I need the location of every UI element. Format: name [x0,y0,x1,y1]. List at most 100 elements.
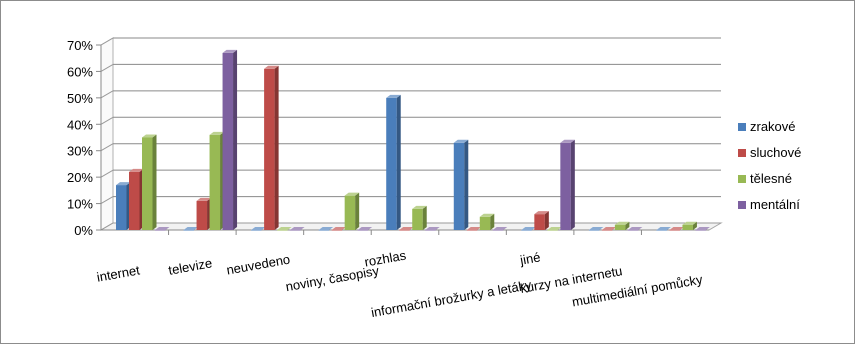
x-category-label: jiné [518,249,542,267]
gridline-diag [100,143,114,152]
legend-swatch [738,149,746,157]
gridline-diag [100,37,114,46]
bar [318,230,330,231]
x-category-label: informační brožurky a letáky [370,277,533,320]
bar-side [625,221,630,230]
bar-top [560,139,575,143]
bar-top [251,227,266,230]
bar-top [386,94,401,98]
bar-top [344,192,360,196]
bar [386,97,397,230]
bar-top [264,65,279,69]
bar-side [570,139,575,230]
bar [251,230,262,231]
gridline-diag [100,116,114,125]
bar [412,208,423,230]
bar [466,230,478,231]
bar [277,230,288,231]
bar [547,230,558,231]
bar-side [233,49,238,230]
y-tick-label: 0% [74,223,93,238]
bar [222,52,234,230]
bar-top [183,227,199,230]
bar-top [669,227,684,230]
bar [601,230,613,231]
y-tick-label: 10% [67,197,93,212]
bar-top [222,49,238,53]
bar-top [290,227,305,230]
bar-top [399,227,414,230]
bar-top [453,139,469,143]
x-category-label: neuvedeno [225,252,291,278]
bar-top [492,227,508,230]
bar [627,230,639,231]
legend-swatch [738,201,746,209]
y-tick-label: 30% [67,144,93,159]
bar [656,230,667,231]
bar [183,230,195,231]
bar [614,224,626,230]
x-category-label: internet [96,262,142,284]
bar-top [656,227,671,230]
bar [331,230,343,231]
bar-top [588,227,604,230]
legend-label: tělesné [750,171,792,186]
bar-side [152,134,157,230]
bar [521,230,532,231]
legend-label: mentální [750,197,800,212]
bar [588,230,600,231]
bar [129,171,140,230]
gridline-diag [100,222,114,231]
bar [425,230,436,231]
bar-top [357,227,373,230]
gridline-diag [100,196,114,205]
bar-top [331,227,347,230]
gridline-diag [100,90,114,99]
bar [290,230,301,231]
bar-top [479,213,495,217]
bar-top [196,197,212,201]
legend-label: zrakové [750,119,796,134]
y-tick-label: 50% [67,91,93,106]
bar-top [129,168,144,172]
legend-swatch [738,123,746,131]
bar-top [534,211,549,215]
bar [209,134,221,230]
y-tick-label: 20% [67,170,93,185]
x-category-label: televize [167,255,213,277]
bar-top [412,205,427,209]
bar [116,185,127,230]
bar [695,230,706,231]
y-tick-label: 60% [67,64,93,79]
side-wall [100,37,114,231]
bar-top [318,227,334,230]
bar-top [116,182,131,186]
bar-side [544,211,549,230]
bar-top [425,227,440,230]
bar [560,142,571,230]
bar-side [490,213,495,230]
x-category-label: rozhlas [363,247,407,269]
gridline-diag [100,169,114,178]
bar-side [274,65,279,231]
bar-side [396,94,401,230]
bar-side [464,139,469,230]
bar-top [547,227,562,230]
bar-top [695,227,710,230]
bar [669,230,680,231]
bar-top [466,227,482,230]
bar [155,230,166,231]
bar-top [627,227,643,230]
y-tick-label: 70% [67,38,93,53]
bar-top [209,131,225,135]
bar-side [355,192,360,230]
bar [479,216,491,230]
gridline-diag [100,63,114,72]
bar [142,137,153,230]
bar-top [142,134,157,138]
bar [264,68,275,231]
bar-top [155,227,170,230]
bar [357,230,369,231]
